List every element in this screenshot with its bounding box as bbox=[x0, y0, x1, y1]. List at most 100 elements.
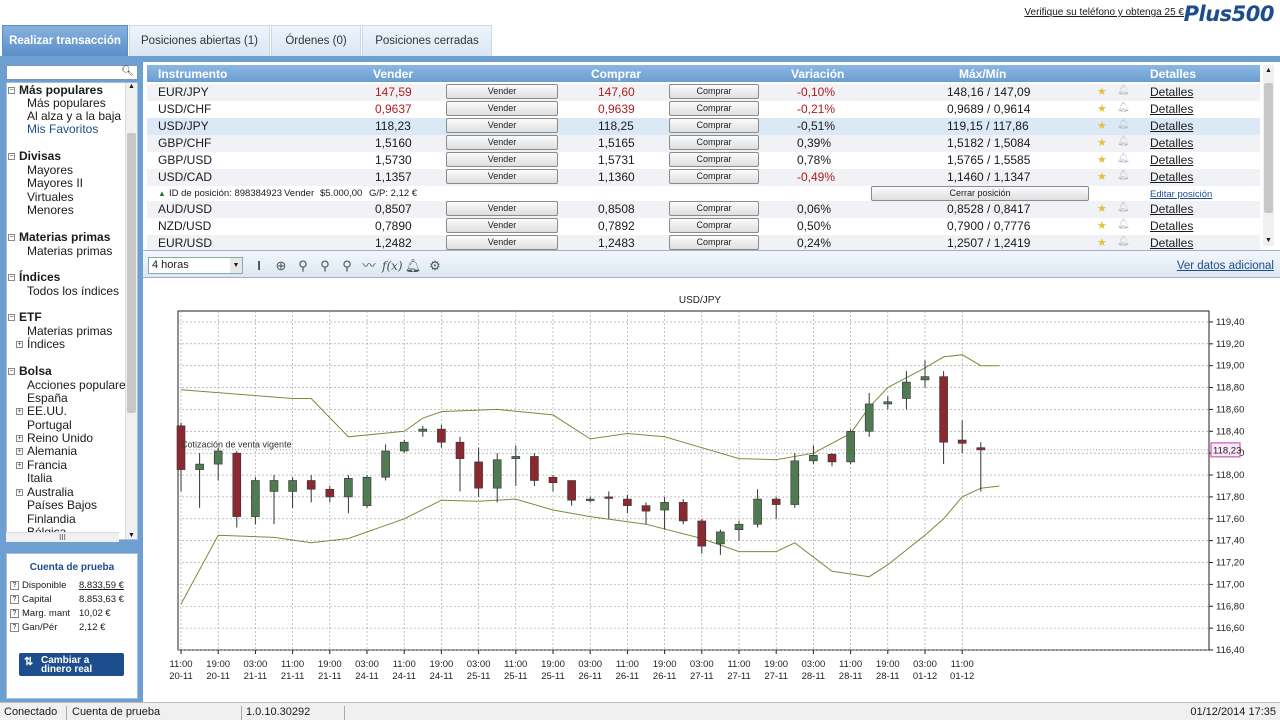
candle-body[interactable] bbox=[455, 441, 465, 459]
scrollbar-thumb[interactable] bbox=[1264, 83, 1273, 213]
table-row[interactable]: EUR/JPY 147,59 Vender 147,60 Comprar -0,10% 14… bbox=[147, 84, 1260, 101]
settings-gear-icon[interactable]: ⚙ bbox=[429, 258, 441, 273]
timeframe-select[interactable]: 4 horas ▼ bbox=[148, 257, 243, 274]
collapse-icon[interactable]: − bbox=[8, 87, 15, 94]
tree-item-commodities[interactable]: Materias primas bbox=[27, 244, 113, 258]
candle-body[interactable] bbox=[176, 425, 186, 470]
candle-body[interactable] bbox=[957, 439, 967, 444]
expand-icon[interactable]: + bbox=[16, 408, 23, 415]
price-chart[interactable]: USD/JPY 119,40 119,20 119,00 118,80 118,60 118… bbox=[143, 278, 1280, 702]
expand-icon[interactable]: + bbox=[16, 341, 23, 348]
col-buy[interactable]: Comprar bbox=[591, 67, 642, 81]
candle-body[interactable] bbox=[864, 403, 874, 432]
alert-bell-icon[interactable]: 🔔︎ bbox=[1117, 236, 1130, 247]
chevron-down-icon[interactable]: ▼ bbox=[230, 258, 242, 273]
tree-item-etf-commodities[interactable]: Materias primas bbox=[27, 324, 113, 338]
candle-body[interactable] bbox=[195, 463, 204, 470]
candle-body[interactable] bbox=[939, 376, 948, 443]
details-link[interactable]: Detalles bbox=[1150, 170, 1194, 184]
expand-icon[interactable]: + bbox=[16, 489, 23, 496]
phone-verify-link[interactable]: Verifique su teléfono y obtenga 25 € bbox=[1024, 7, 1184, 18]
sell-button[interactable]: Vender bbox=[446, 135, 558, 150]
table-row[interactable]: GBP/USD 1,5730 Vender 1,5731 Comprar 0,78% 1,5… bbox=[147, 152, 1260, 169]
candle-body[interactable] bbox=[660, 502, 669, 511]
scroll-down-icon[interactable]: ▼ bbox=[128, 532, 135, 539]
candle-body[interactable] bbox=[753, 498, 762, 525]
candle-body[interactable] bbox=[213, 450, 223, 465]
buy-button[interactable]: Comprar bbox=[669, 235, 759, 250]
tree-vertical-scrollbar[interactable]: ▲ ▼ bbox=[125, 83, 137, 539]
buy-button[interactable]: Comprar bbox=[669, 218, 759, 233]
tree-item-finland[interactable]: Finlandia bbox=[27, 512, 76, 526]
tree-group-etf[interactable]: ETF bbox=[19, 310, 42, 324]
sell-button[interactable]: Vender bbox=[446, 118, 558, 133]
tree-item-spain[interactable]: España bbox=[27, 391, 68, 405]
candle-body[interactable] bbox=[548, 476, 558, 483]
tree-group-indices[interactable]: Índices bbox=[19, 270, 61, 284]
sell-button[interactable]: Vender bbox=[446, 84, 558, 99]
tree-item-portugal[interactable]: Portugal bbox=[27, 418, 72, 432]
tree-item-all-indices[interactable]: Todos los índices bbox=[27, 284, 120, 298]
candle-body[interactable] bbox=[846, 430, 855, 463]
favorite-star-icon[interactable]: ★ bbox=[1097, 120, 1107, 132]
alert-bell-icon[interactable]: 🔔︎ bbox=[1117, 136, 1130, 147]
favorite-star-icon[interactable]: ★ bbox=[1097, 220, 1107, 232]
collapse-icon[interactable]: − bbox=[8, 234, 15, 241]
candle-body[interactable] bbox=[641, 505, 651, 512]
tree-item-popular-stocks[interactable]: Acciones populares bbox=[27, 378, 132, 392]
candle-body[interactable] bbox=[585, 498, 595, 501]
tree-item-majors[interactable]: Mayores bbox=[27, 163, 74, 177]
col-details[interactable]: Detalles bbox=[1150, 67, 1197, 81]
candle-body[interactable] bbox=[567, 480, 576, 501]
buy-button[interactable]: Comprar bbox=[669, 118, 759, 133]
details-link[interactable]: Detalles bbox=[1150, 119, 1194, 133]
table-row[interactable]: USD/CHF 0,9637 Vender 0,9639 Comprar -0,21% 0,… bbox=[147, 101, 1260, 118]
expand-icon[interactable]: + bbox=[16, 462, 23, 469]
candle-body[interactable] bbox=[251, 480, 260, 517]
buy-button[interactable]: Comprar bbox=[669, 84, 759, 99]
candle-body[interactable] bbox=[511, 456, 521, 459]
scrollbar-thumb[interactable] bbox=[127, 133, 136, 413]
candle-body[interactable] bbox=[306, 480, 316, 490]
tab-orders[interactable]: Órdenes (0) bbox=[271, 25, 361, 56]
details-link[interactable]: Detalles bbox=[1150, 236, 1194, 250]
candle-body[interactable] bbox=[623, 498, 632, 506]
col-sell[interactable]: Vender bbox=[373, 67, 414, 81]
scroll-down-icon[interactable]: ▼ bbox=[1265, 237, 1272, 244]
table-scrollbar[interactable]: ▲ ▼ bbox=[1263, 65, 1274, 246]
sell-button[interactable]: Vender bbox=[446, 218, 558, 233]
favorite-star-icon[interactable]: ★ bbox=[1097, 86, 1107, 98]
expand-icon[interactable]: + bbox=[16, 448, 23, 455]
collapse-icon[interactable]: − bbox=[8, 153, 15, 160]
col-change[interactable]: Variación bbox=[791, 67, 845, 81]
tree-group-popular[interactable]: Más populares bbox=[19, 83, 104, 97]
expand-icon[interactable]: + bbox=[16, 435, 23, 442]
table-row[interactable]: EUR/USD 1,2482 Vender 1,2483 Comprar 0,24% 1,2… bbox=[147, 235, 1260, 252]
tree-item-etf-indices[interactable]: Índices bbox=[27, 337, 66, 351]
alert-bell-icon[interactable]: 🔔︎ bbox=[1117, 202, 1130, 213]
buy-button[interactable]: Comprar bbox=[669, 101, 759, 116]
collapse-icon[interactable]: − bbox=[8, 274, 15, 281]
line-chart-icon[interactable]: 〰 bbox=[362, 258, 376, 273]
candle-body[interactable] bbox=[362, 476, 372, 506]
alert-bell-icon[interactable]: 🔔︎ bbox=[1117, 153, 1130, 164]
candle-body[interactable] bbox=[381, 450, 390, 478]
crosshair-icon[interactable]: ⊕ bbox=[275, 258, 287, 273]
scroll-up-icon[interactable]: ▲ bbox=[1265, 67, 1272, 74]
sell-button[interactable]: Vender bbox=[446, 235, 558, 250]
sell-button[interactable]: Vender bbox=[446, 201, 558, 216]
details-link[interactable]: Detalles bbox=[1150, 85, 1194, 99]
info-icon[interactable]: ? bbox=[10, 608, 19, 618]
collapse-icon[interactable]: − bbox=[8, 368, 15, 375]
candlestick-chart[interactable]: USD/JPY 119,40 119,20 119,00 118,80 118,60 118… bbox=[143, 278, 1280, 702]
favorite-star-icon[interactable]: ★ bbox=[1097, 154, 1107, 166]
details-link[interactable]: Detalles bbox=[1150, 202, 1194, 216]
buy-button[interactable]: Comprar bbox=[669, 135, 759, 150]
tab-open-positions[interactable]: Posiciones abiertas (1) bbox=[129, 25, 270, 56]
tree-item-australia[interactable]: Australia bbox=[27, 485, 74, 499]
scroll-up-icon[interactable]: ▲ bbox=[128, 83, 135, 90]
switch-to-real-button[interactable]: ⇅ Cambiar a dinero real bbox=[19, 653, 124, 676]
candle-body[interactable] bbox=[809, 455, 818, 462]
favorite-star-icon[interactable]: ★ bbox=[1097, 171, 1107, 183]
favorite-star-icon[interactable]: ★ bbox=[1097, 203, 1107, 215]
